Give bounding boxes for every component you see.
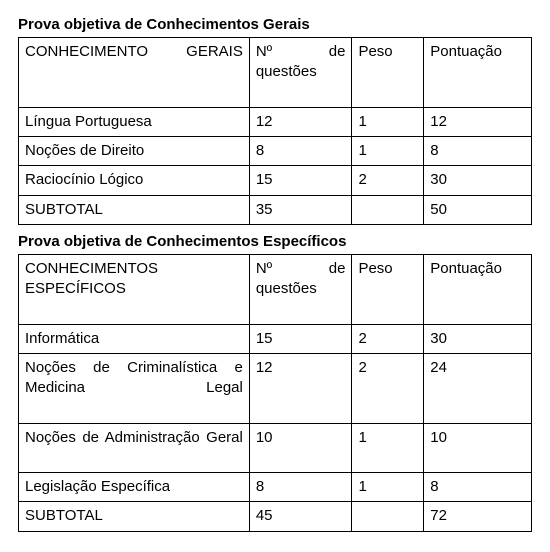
subtotal-questions: 35 [249,195,352,224]
col-header-weight: Peso [352,38,424,108]
subtotal-label: SUBTOTAL [19,195,250,224]
table-row: Noções de Criminalística e Medicina Lega… [19,353,532,423]
subtotal-weight [352,195,424,224]
cell-subject: Língua Portuguesa [19,107,250,136]
table-row: Raciocínio Lógico15230 [19,166,532,195]
cell-questions: 12 [249,353,352,423]
cell-score: 8 [424,473,532,502]
subtotal-score: 72 [424,502,532,531]
col-header-questions: Nº de questões [249,254,352,324]
cell-questions: 10 [249,423,352,473]
cell-subject: Legislação Específica [19,473,250,502]
cell-score: 10 [424,423,532,473]
cell-score: 30 [424,166,532,195]
exam-table: CONHECIMENTOS ESPECÍFICOSNº de questõesP… [18,254,532,532]
section-title: Prova objetiva de Conhecimentos Específi… [18,233,532,250]
section-title: Prova objetiva de Conhecimentos Gerais [18,16,532,33]
cell-questions: 12 [249,107,352,136]
subtotal-score: 50 [424,195,532,224]
subtotal-label: SUBTOTAL [19,502,250,531]
cell-weight: 2 [352,353,424,423]
table-row: Língua Portuguesa12112 [19,107,532,136]
table-row: Informática15230 [19,324,532,353]
cell-score: 8 [424,137,532,166]
col-header-subject: CONHECIMENTOS ESPECÍFICOS [19,254,250,324]
col-header-subject: CONHECIMENTO GERAIS [19,38,250,108]
cell-weight: 1 [352,473,424,502]
cell-weight: 2 [352,166,424,195]
subtotal-weight [352,502,424,531]
subtotal-row: SUBTOTAL45 72 [19,502,532,531]
cell-questions: 8 [249,137,352,166]
cell-weight: 1 [352,107,424,136]
exam-table: CONHECIMENTO GERAISNº de questõesPesoPon… [18,37,532,225]
col-header-weight: Peso [352,254,424,324]
subtotal-row: SUBTOTAL35 50 [19,195,532,224]
col-header-score: Pontuação [424,38,532,108]
table-row: Noções de Administração Geral10110 [19,423,532,473]
cell-subject: Noções de Administração Geral [19,423,250,473]
cell-questions: 15 [249,166,352,195]
table-header-row: CONHECIMENTOS ESPECÍFICOSNº de questõesP… [19,254,532,324]
col-header-questions: Nº de questões [249,38,352,108]
table-header-row: CONHECIMENTO GERAISNº de questõesPesoPon… [19,38,532,108]
cell-subject: Raciocínio Lógico [19,166,250,195]
cell-score: 12 [424,107,532,136]
cell-weight: 1 [352,137,424,166]
subtotal-questions: 45 [249,502,352,531]
cell-weight: 2 [352,324,424,353]
cell-questions: 8 [249,473,352,502]
cell-weight: 1 [352,423,424,473]
cell-subject: Noções de Criminalística e Medicina Lega… [19,353,250,423]
document-root: Prova objetiva de Conhecimentos Gerais CO… [18,16,532,532]
table-row: Noções de Direito818 [19,137,532,166]
cell-score: 30 [424,324,532,353]
cell-score: 24 [424,353,532,423]
cell-subject: Noções de Direito [19,137,250,166]
cell-questions: 15 [249,324,352,353]
col-header-score: Pontuação [424,254,532,324]
table-row: Legislação Específica818 [19,473,532,502]
cell-subject: Informática [19,324,250,353]
